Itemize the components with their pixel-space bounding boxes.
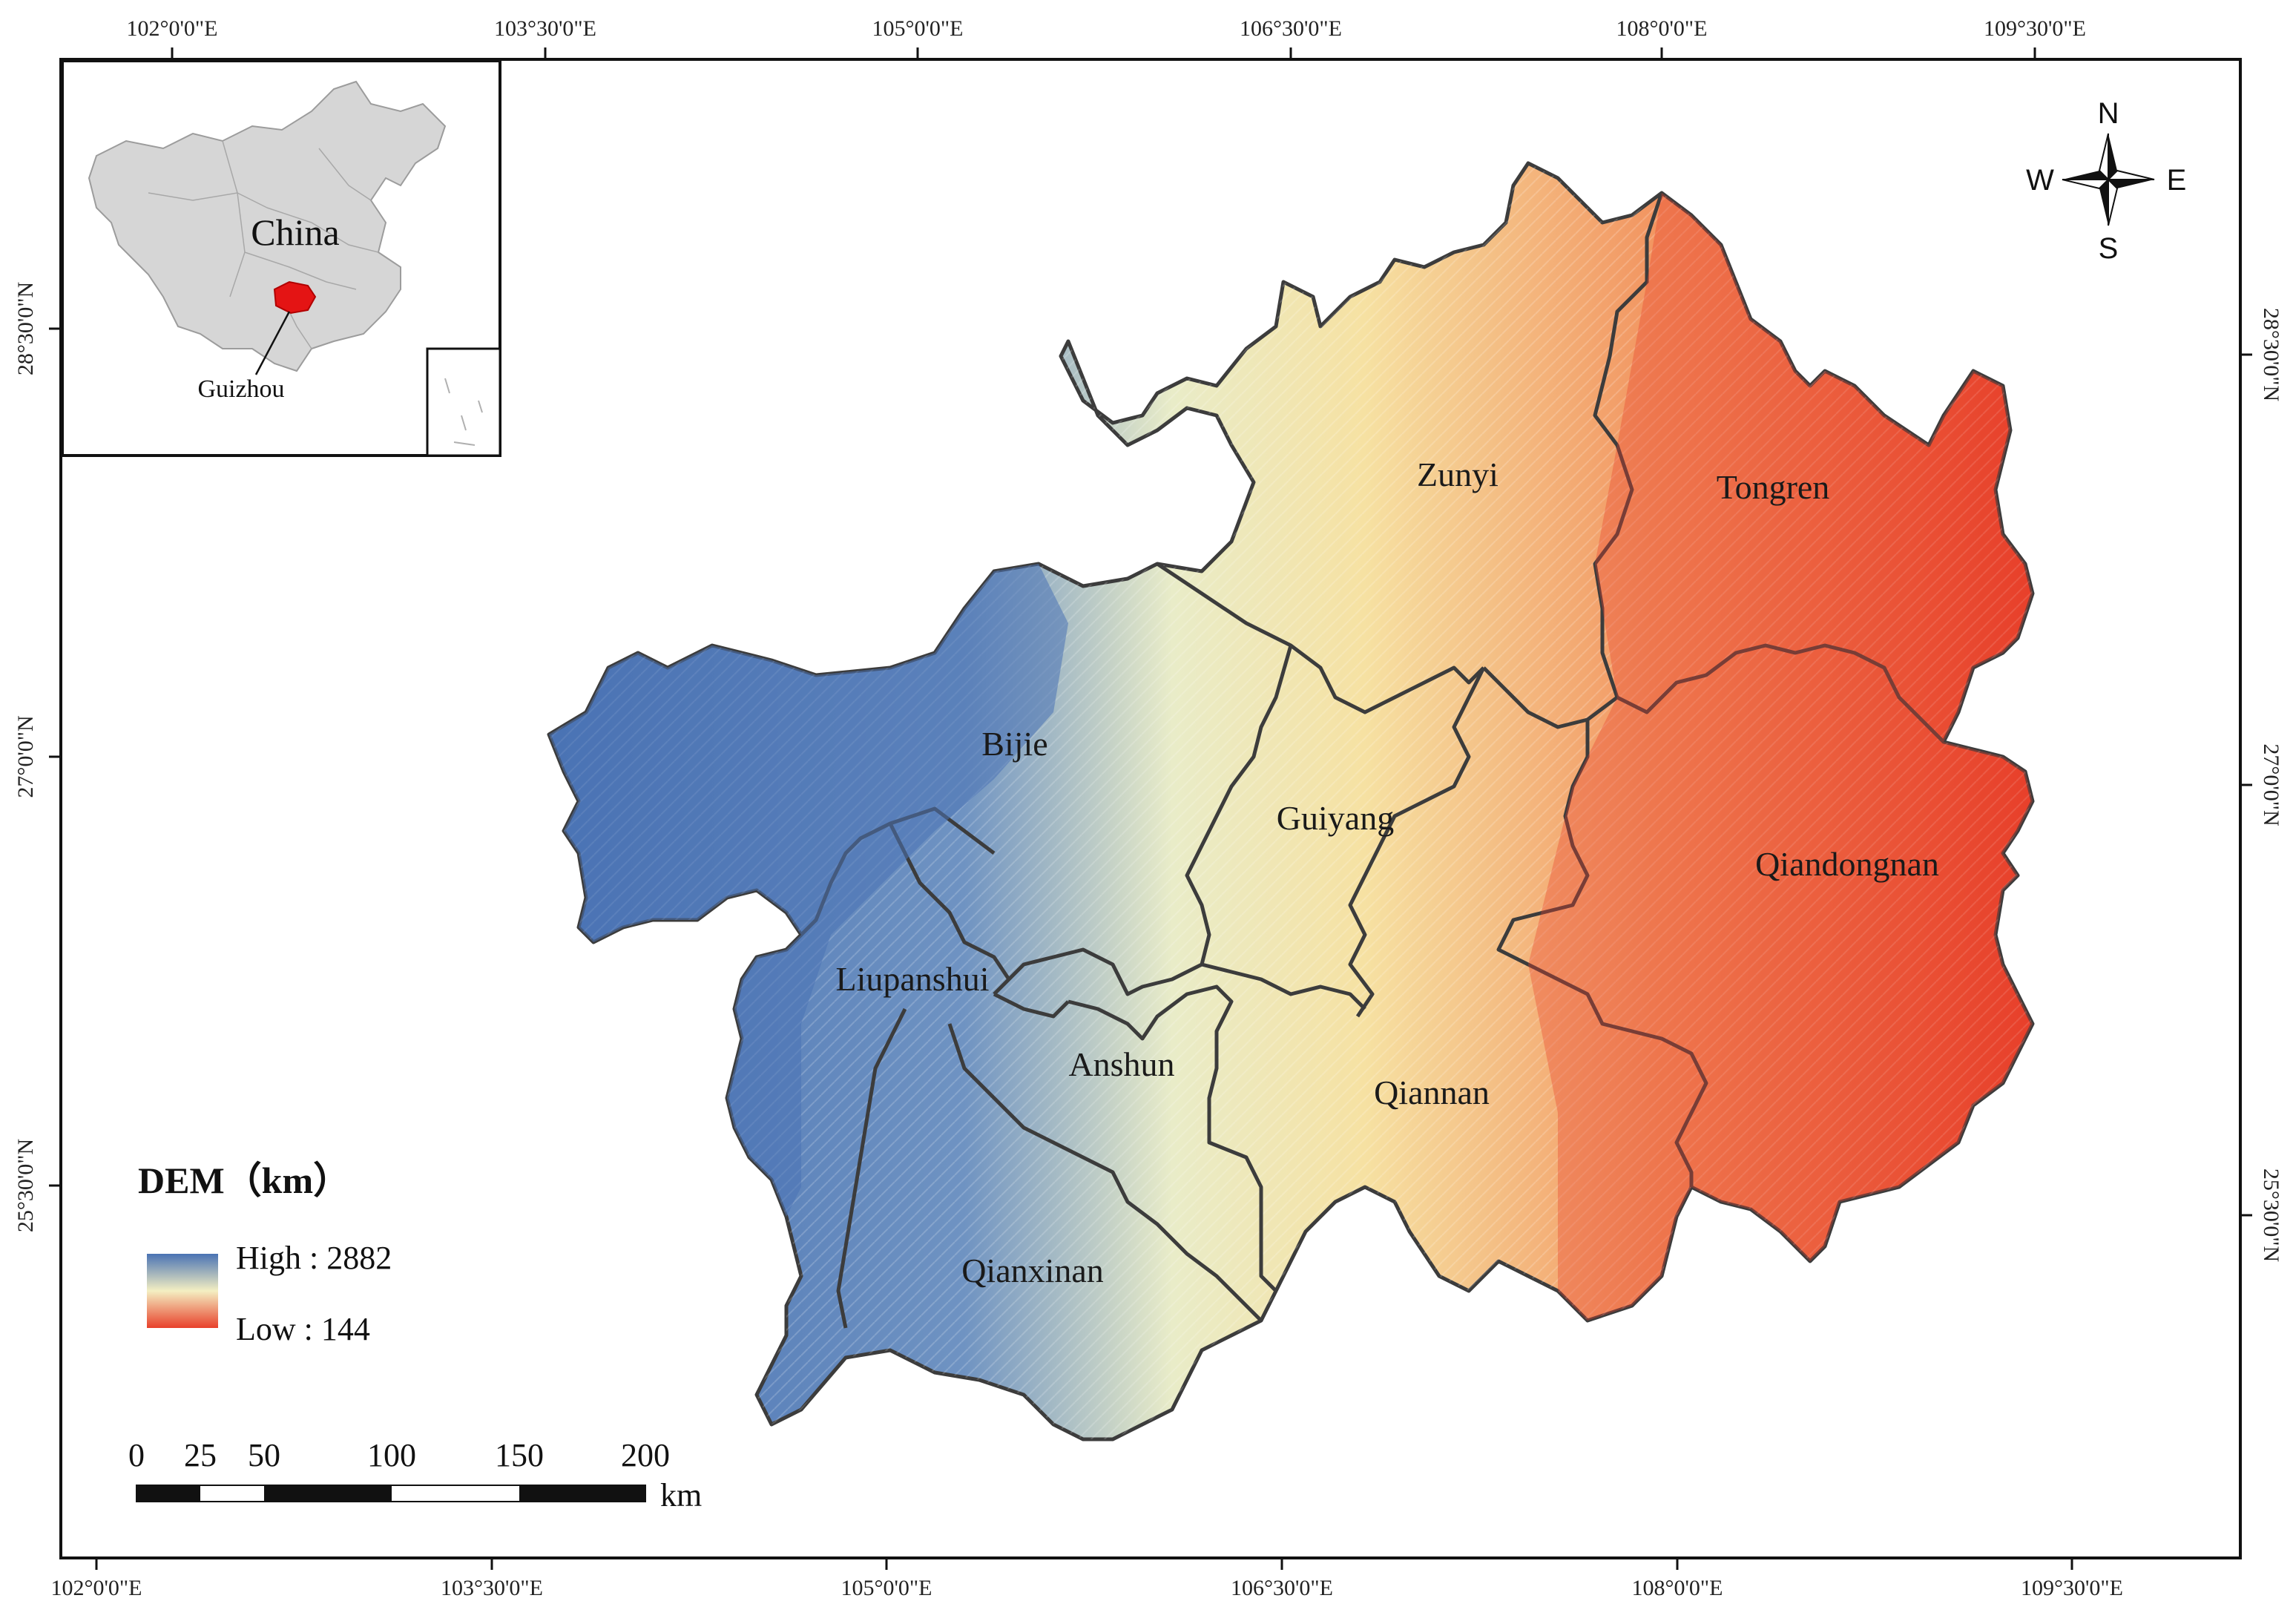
legend: DEM（km） High : 2882 Low : 144 (138, 1160, 392, 1347)
label-zunyi: Zunyi (1417, 456, 1498, 493)
lon-label-bottom-3: 105°0'0"E (841, 1576, 932, 1600)
compass-n: N (2098, 97, 2119, 130)
scale-tick-150: 150 (495, 1437, 544, 1473)
lon-label-top-3: 105°0'0"E (872, 16, 964, 41)
south-china-sea-islands (444, 378, 483, 446)
inset-map: China Guizhou (61, 59, 501, 457)
lat-label-left-1: 28°30'0"N (13, 282, 38, 375)
graticule-ticks (49, 47, 2252, 1570)
inset-internal-borders (148, 140, 379, 349)
label-anshun: Anshun (1068, 1045, 1174, 1083)
lowland-tint (1528, 193, 2033, 1321)
compass-w: W (2026, 164, 2054, 197)
lon-label-top-1: 102°0'0"E (127, 16, 218, 41)
lat-label-right-3: 25°30'0"N (2259, 1168, 2283, 1262)
highland-tint (549, 564, 1068, 1217)
scale-tick-50: 50 (248, 1437, 280, 1473)
label-qiannan: Qiannan (1374, 1074, 1490, 1111)
label-bijie: Bijie (981, 725, 1047, 763)
label-liupanshui: Liupanshui (836, 960, 990, 998)
scale-unit: km (660, 1477, 702, 1513)
legend-low: Low : 144 (236, 1311, 370, 1347)
scale-tick-200: 200 (621, 1437, 670, 1473)
lon-label-bottom-2: 103°30'0"E (441, 1576, 543, 1600)
terrain-texture (549, 163, 2033, 1439)
right-latitude-labels: 28°30'0"N 27°0'0"N 25°30'0"N (2259, 308, 2283, 1262)
label-tongren: Tongren (1717, 468, 1830, 506)
legend-color-ramp (147, 1254, 218, 1328)
lon-label-top-5: 108°0'0"E (1616, 16, 1708, 41)
lon-label-bottom-4: 106°30'0"E (1231, 1576, 1333, 1600)
scale-tick-100: 100 (367, 1437, 416, 1473)
inset-leader-line (254, 311, 291, 375)
label-qianxinan: Qianxinan (961, 1252, 1104, 1289)
guizhou-dem (547, 161, 2035, 1441)
legend-title: DEM（km） (138, 1160, 350, 1201)
lat-label-left-3: 25°30'0"N (13, 1139, 38, 1232)
north-arrow: N S E W (2026, 97, 2186, 265)
scale-bar: 0 25 50 100 150 200 km (128, 1437, 702, 1513)
label-qiandongnan: Qiandongnan (1755, 845, 1939, 883)
south-china-sea-box (426, 347, 501, 457)
legend-high: High : 2882 (236, 1240, 392, 1276)
guizhou-highlight (273, 280, 317, 315)
scale-tick-0: 0 (128, 1437, 145, 1473)
lon-label-bottom-6: 109°30'0"E (2021, 1576, 2123, 1600)
lat-label-right-2: 27°0'0"N (2259, 743, 2283, 826)
lat-label-left-2: 27°0'0"N (13, 715, 38, 798)
inset-guizhou-label: Guizhou (197, 375, 284, 403)
scale-tick-25: 25 (184, 1437, 217, 1473)
compass-s: S (2099, 232, 2119, 265)
lon-label-top-2: 103°30'0"E (494, 16, 596, 41)
inset-china-label: China (251, 211, 339, 253)
bottom-longitude-labels: 102°0'0"E 103°30'0"E 105°0'0"E 106°30'0"… (51, 1576, 2123, 1600)
left-latitude-labels: 28°30'0"N 27°0'0"N 25°30'0"N (13, 282, 38, 1232)
compass-e: E (2167, 164, 2187, 197)
prefecture-labels: Zunyi Tongren Bijie Guiyang Qiandongnan … (836, 456, 1939, 1289)
prefecture-boundaries (785, 192, 1945, 1329)
lon-label-bottom-5: 108°0'0"E (1632, 1576, 1723, 1600)
lon-label-bottom-1: 102°0'0"E (51, 1576, 142, 1600)
label-guiyang: Guiyang (1277, 799, 1394, 837)
lon-label-top-4: 106°30'0"E (1240, 16, 1342, 41)
lon-label-top-6: 109°30'0"E (1984, 16, 2086, 41)
lat-label-right-1: 28°30'0"N (2259, 308, 2283, 401)
top-longitude-labels: 102°0'0"E 103°30'0"E 105°0'0"E 106°30'0"… (127, 16, 2086, 41)
